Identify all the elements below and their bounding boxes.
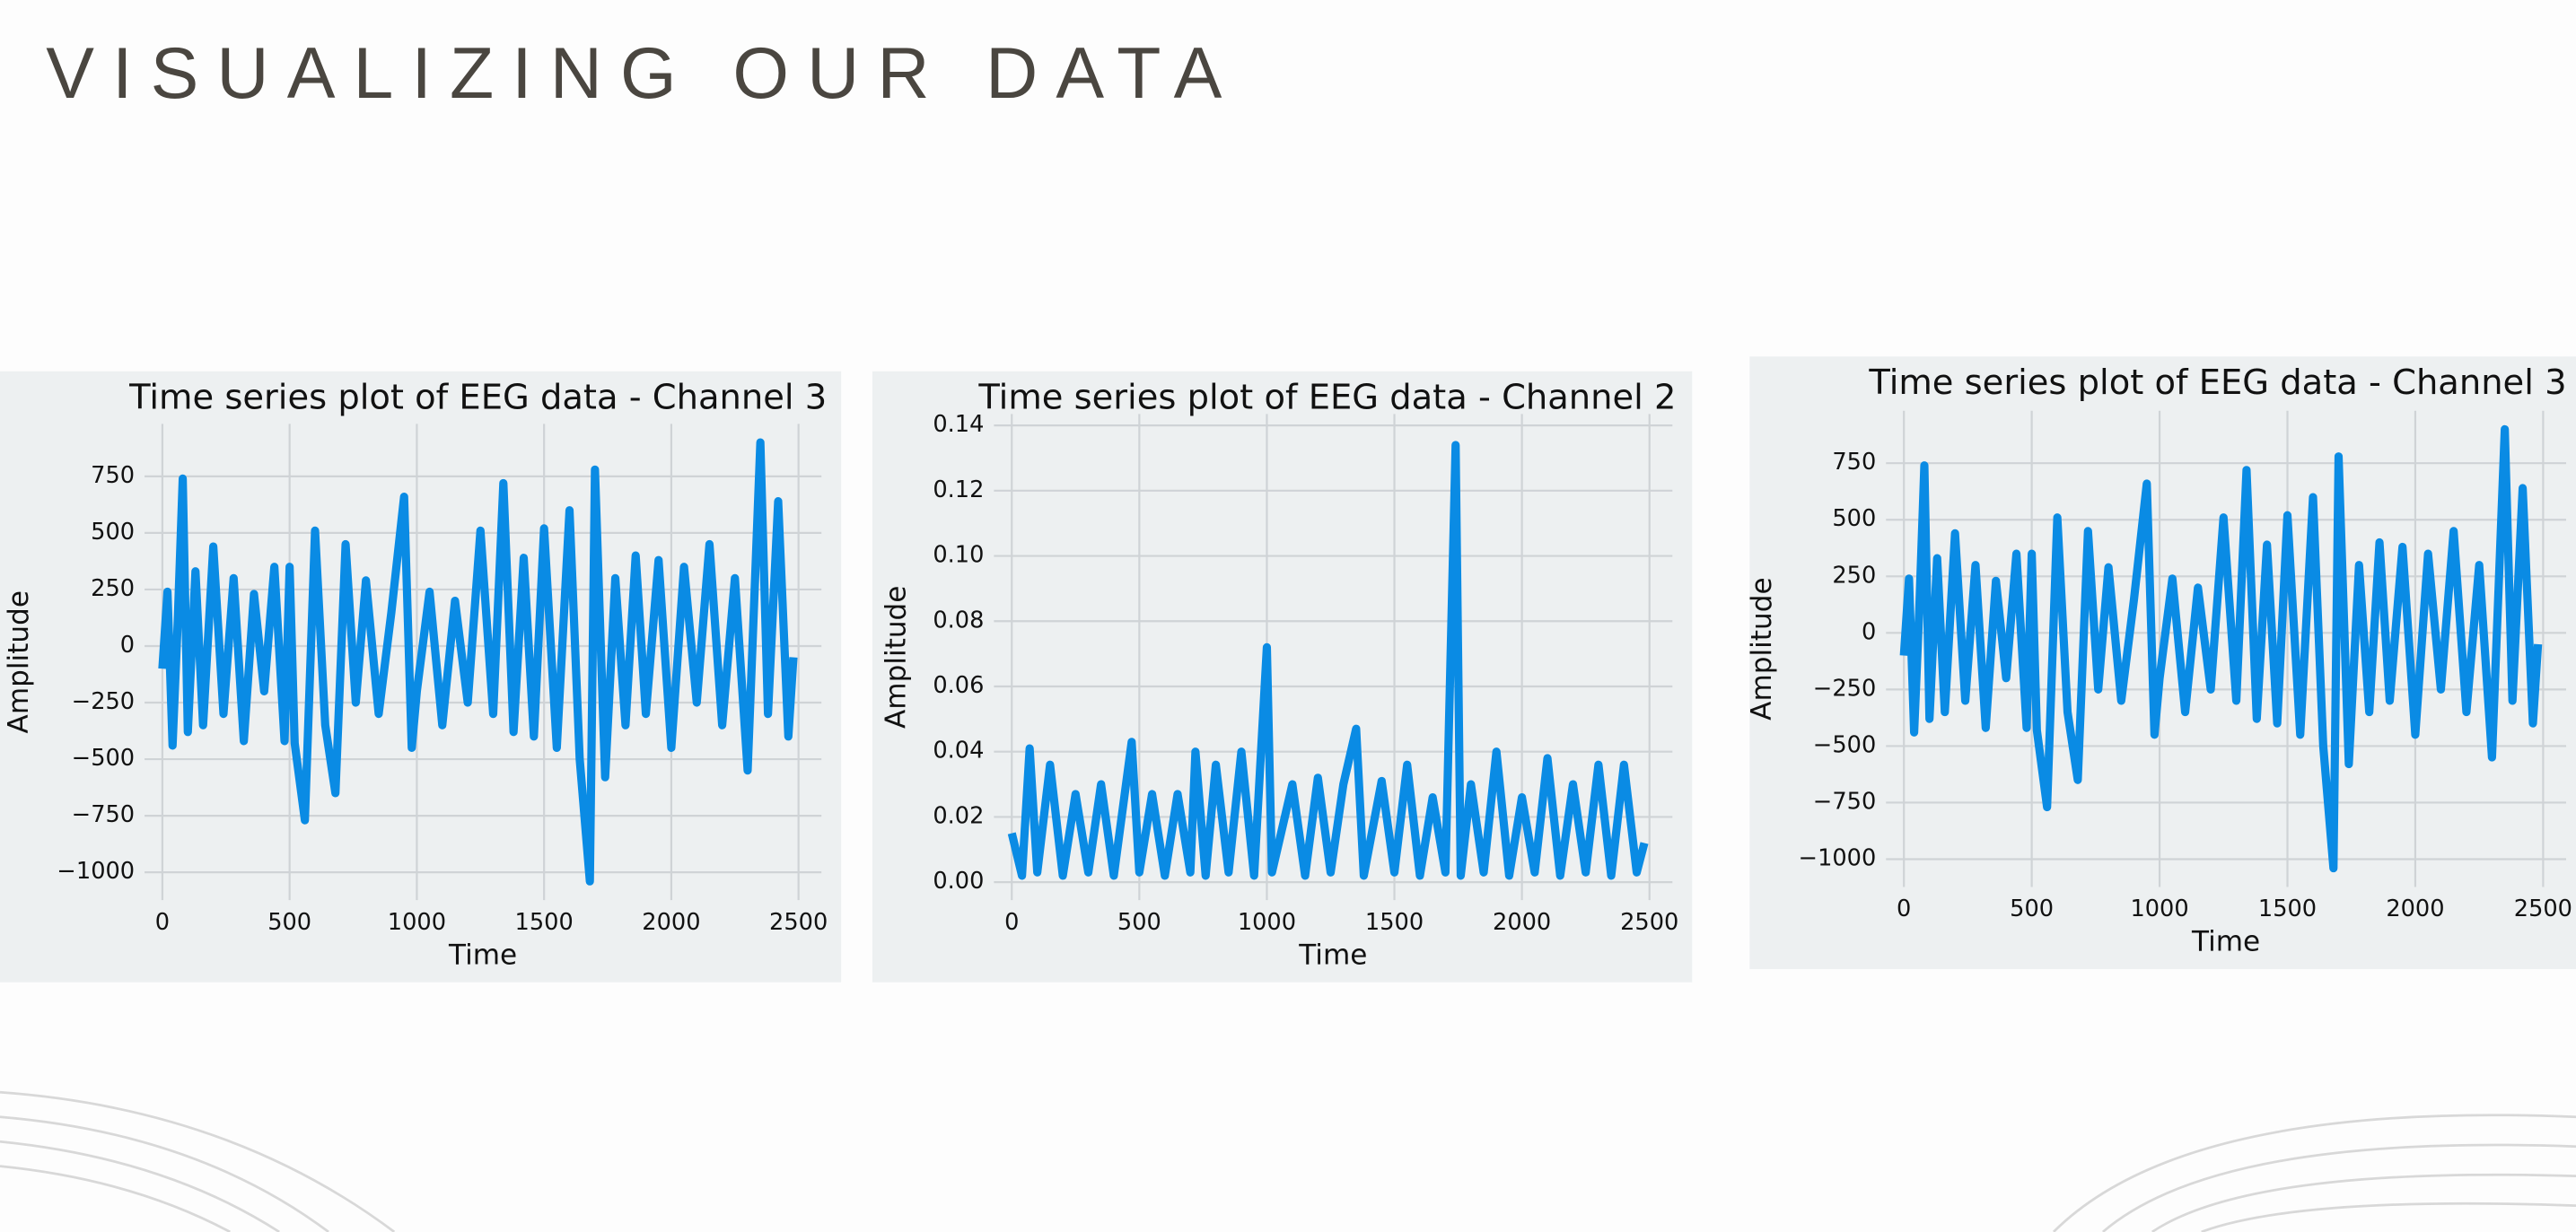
chart-title: Time series plot of EEG data - Channel 3: [1868, 363, 2566, 403]
x-tick-label: 0: [1004, 909, 1019, 936]
slide-title: VISUALIZING OUR DATA: [46, 33, 1240, 114]
x-tick-label: 2000: [2386, 896, 2444, 922]
y-tick-label: 0: [120, 632, 135, 659]
x-tick-label: 500: [267, 909, 311, 936]
series-line: [158, 438, 798, 886]
x-tick-label: 1500: [1365, 909, 1424, 936]
chart-background: [872, 371, 1693, 983]
y-tick-label: 0.10: [933, 542, 984, 569]
x-tick-label: 1500: [2258, 896, 2317, 922]
y-tick-label: 0.12: [933, 476, 984, 503]
y-tick-label: −250: [1813, 675, 1876, 702]
x-tick-label: 2500: [2514, 896, 2572, 922]
y-tick-label: 0.08: [933, 607, 984, 633]
y-tick-label: −750: [72, 801, 135, 828]
chart-title: Time series plot of EEG data - Channel 3: [128, 377, 827, 417]
y-tick-label: −500: [72, 745, 135, 772]
y-tick-label: 0.00: [933, 868, 984, 895]
y-tick-label: 0: [1862, 618, 1876, 645]
x-tick-label: 500: [2010, 896, 2054, 922]
chart-title: Time series plot of EEG data - Channel 2: [977, 377, 1676, 417]
y-tick-label: 500: [91, 519, 135, 546]
y-tick-label: 750: [91, 462, 135, 489]
x-tick-label: 2000: [1493, 909, 1551, 936]
x-tick-label: 1000: [1238, 909, 1296, 936]
x-tick-label: 2500: [769, 909, 828, 936]
decoration: [0, 1090, 2576, 1232]
x-tick-label: 0: [155, 909, 170, 936]
y-axis-label: Amplitude: [3, 590, 35, 733]
x-tick-label: 500: [1117, 909, 1161, 936]
y-tick-label: 750: [1832, 449, 1876, 476]
x-tick-label: 1500: [515, 909, 574, 936]
y-tick-label: 0.04: [933, 738, 984, 765]
y-tick-label: −250: [72, 688, 135, 715]
series-line: [1899, 424, 2543, 873]
x-tick-label: 1000: [2130, 896, 2188, 922]
y-tick-label: −1000: [57, 858, 135, 885]
x-axis-label: Time: [448, 939, 517, 971]
y-tick-label: −750: [1813, 788, 1876, 815]
y-tick-label: −1000: [1799, 844, 1877, 871]
x-tick-label: 1000: [388, 909, 446, 936]
y-tick-label: 250: [1832, 562, 1876, 589]
y-tick-label: 0.14: [933, 411, 984, 438]
y-tick-label: 0.02: [933, 802, 984, 829]
x-axis-label: Time: [2191, 926, 2260, 958]
chart: −1000 −750 −500 −250 0 250 500 750 0 500 1000 1500 2…: [1746, 356, 2576, 970]
y-tick-label: 500: [1832, 505, 1876, 532]
y-tick-label: 0.06: [933, 672, 984, 699]
y-axis-label: Amplitude: [1746, 577, 1778, 720]
x-axis-label: Time: [1298, 939, 1367, 971]
x-tick-label: 2500: [1620, 909, 1678, 936]
x-tick-label: 2000: [642, 909, 700, 936]
chart: −1000 −750 −500 −250 0 250 500 750 0 500 1000 1500 2…: [0, 371, 842, 983]
y-axis-label: Amplitude: [880, 586, 912, 729]
y-tick-label: 250: [91, 575, 135, 602]
y-tick-label: −500: [1813, 731, 1876, 758]
series-line: [1007, 441, 1649, 880]
chart: 0.00 0.02 0.04 0.06 0.08 0.10 0.12 0.14 0 500 1000…: [872, 371, 1693, 983]
x-tick-label: 0: [1897, 896, 1911, 922]
